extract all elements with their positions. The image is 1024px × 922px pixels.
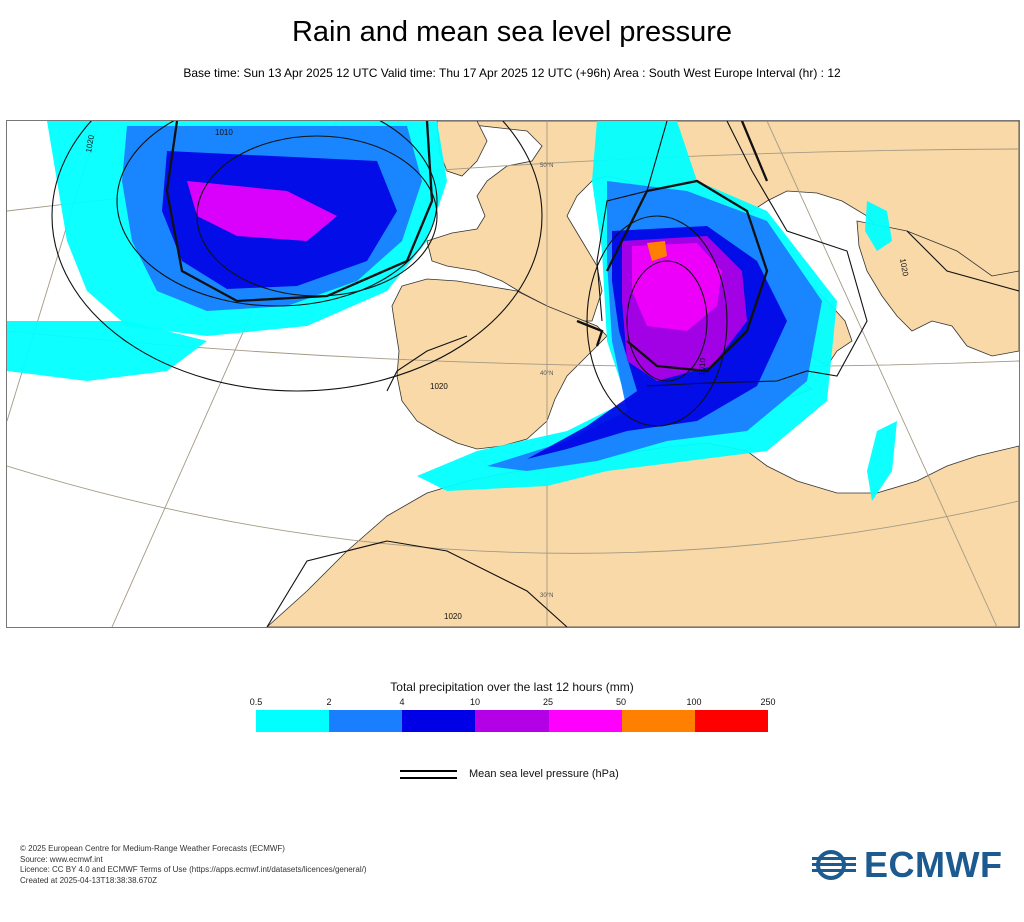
colorbar-box-0 bbox=[256, 710, 330, 732]
contour-label: 1020 bbox=[430, 382, 448, 391]
colorbar-box-5 bbox=[621, 710, 695, 732]
contour-labels: 1010 1020 1020 1010 1020 1020 bbox=[84, 128, 910, 621]
mslp-legend-label: Mean sea level pressure (hPa) bbox=[469, 768, 619, 780]
colorbar-tick: 50 bbox=[615, 697, 627, 707]
credits: © 2025 European Centre for Medium-Range … bbox=[20, 844, 367, 886]
isobars bbox=[51, 121, 1019, 627]
credit-copyright: © 2025 European Centre for Medium-Range … bbox=[20, 844, 285, 853]
chart-subtitle: Base time: Sun 13 Apr 2025 12 UTC Valid … bbox=[183, 66, 841, 80]
contour-label: 1010 bbox=[697, 357, 708, 376]
latitude-labels: 50°N 40°N 30°N bbox=[540, 163, 553, 599]
colorbar-tick: 2 bbox=[326, 697, 332, 707]
mslp-legend-line bbox=[400, 777, 457, 779]
colorbar-tick: 25 bbox=[542, 697, 554, 707]
colorbar-box-3 bbox=[475, 710, 549, 732]
map-canvas: 1010 1020 1020 1010 1020 1020 50°N 40°N … bbox=[7, 121, 1019, 627]
credit-created: Created at 2025-04-13T18:38:38.670Z bbox=[20, 875, 157, 885]
credit-source: Source: www.ecmwf.int bbox=[20, 854, 103, 864]
ecmwf-logo-icon bbox=[812, 850, 856, 880]
land-balkans bbox=[856, 220, 1019, 357]
isobar-bold bbox=[165, 121, 769, 373]
latitude-label: 50°N bbox=[540, 163, 553, 169]
ecmwf-logo-text: ECMWF bbox=[864, 844, 1003, 885]
mslp-legend: Mean sea level pressure (hPa) bbox=[400, 768, 660, 784]
mslp-legend-line bbox=[400, 770, 457, 772]
colorbar-box-2 bbox=[402, 710, 476, 732]
precipitation-field bbox=[7, 121, 897, 501]
ecmwf-logo[interactable]: ECMWF bbox=[812, 846, 1012, 884]
contour-label: 1020 bbox=[444, 612, 462, 621]
chart-title: Rain and mean sea level pressure bbox=[291, 16, 733, 48]
latitude-label: 40°N bbox=[540, 371, 553, 377]
colorbar-tick: 0.5 bbox=[249, 697, 263, 707]
legend-title: Total precipitation over the last 12 hou… bbox=[390, 680, 634, 694]
colorbar-box-1 bbox=[329, 710, 403, 732]
colorbar-tick: 250 bbox=[760, 697, 776, 707]
contour-label: 1010 bbox=[215, 128, 233, 137]
colorbar-tick: 100 bbox=[686, 697, 702, 707]
forecast-map[interactable]: 1010 1020 1020 1010 1020 1020 50°N 40°N … bbox=[6, 120, 1020, 628]
contour-label: 1020 bbox=[898, 258, 910, 278]
colorbar-tick: 4 bbox=[399, 697, 405, 707]
contour-label: 1020 bbox=[84, 134, 96, 154]
credit-licence: Licence: CC BY 4.0 and ECMWF Terms of Us… bbox=[20, 865, 367, 874]
colorbar-tick: 10 bbox=[469, 697, 481, 707]
colorbar-box-6 bbox=[694, 710, 768, 732]
colorbar-box-4 bbox=[548, 710, 622, 732]
precip-colorbar bbox=[256, 710, 768, 732]
latitude-label: 30°N bbox=[540, 593, 553, 599]
